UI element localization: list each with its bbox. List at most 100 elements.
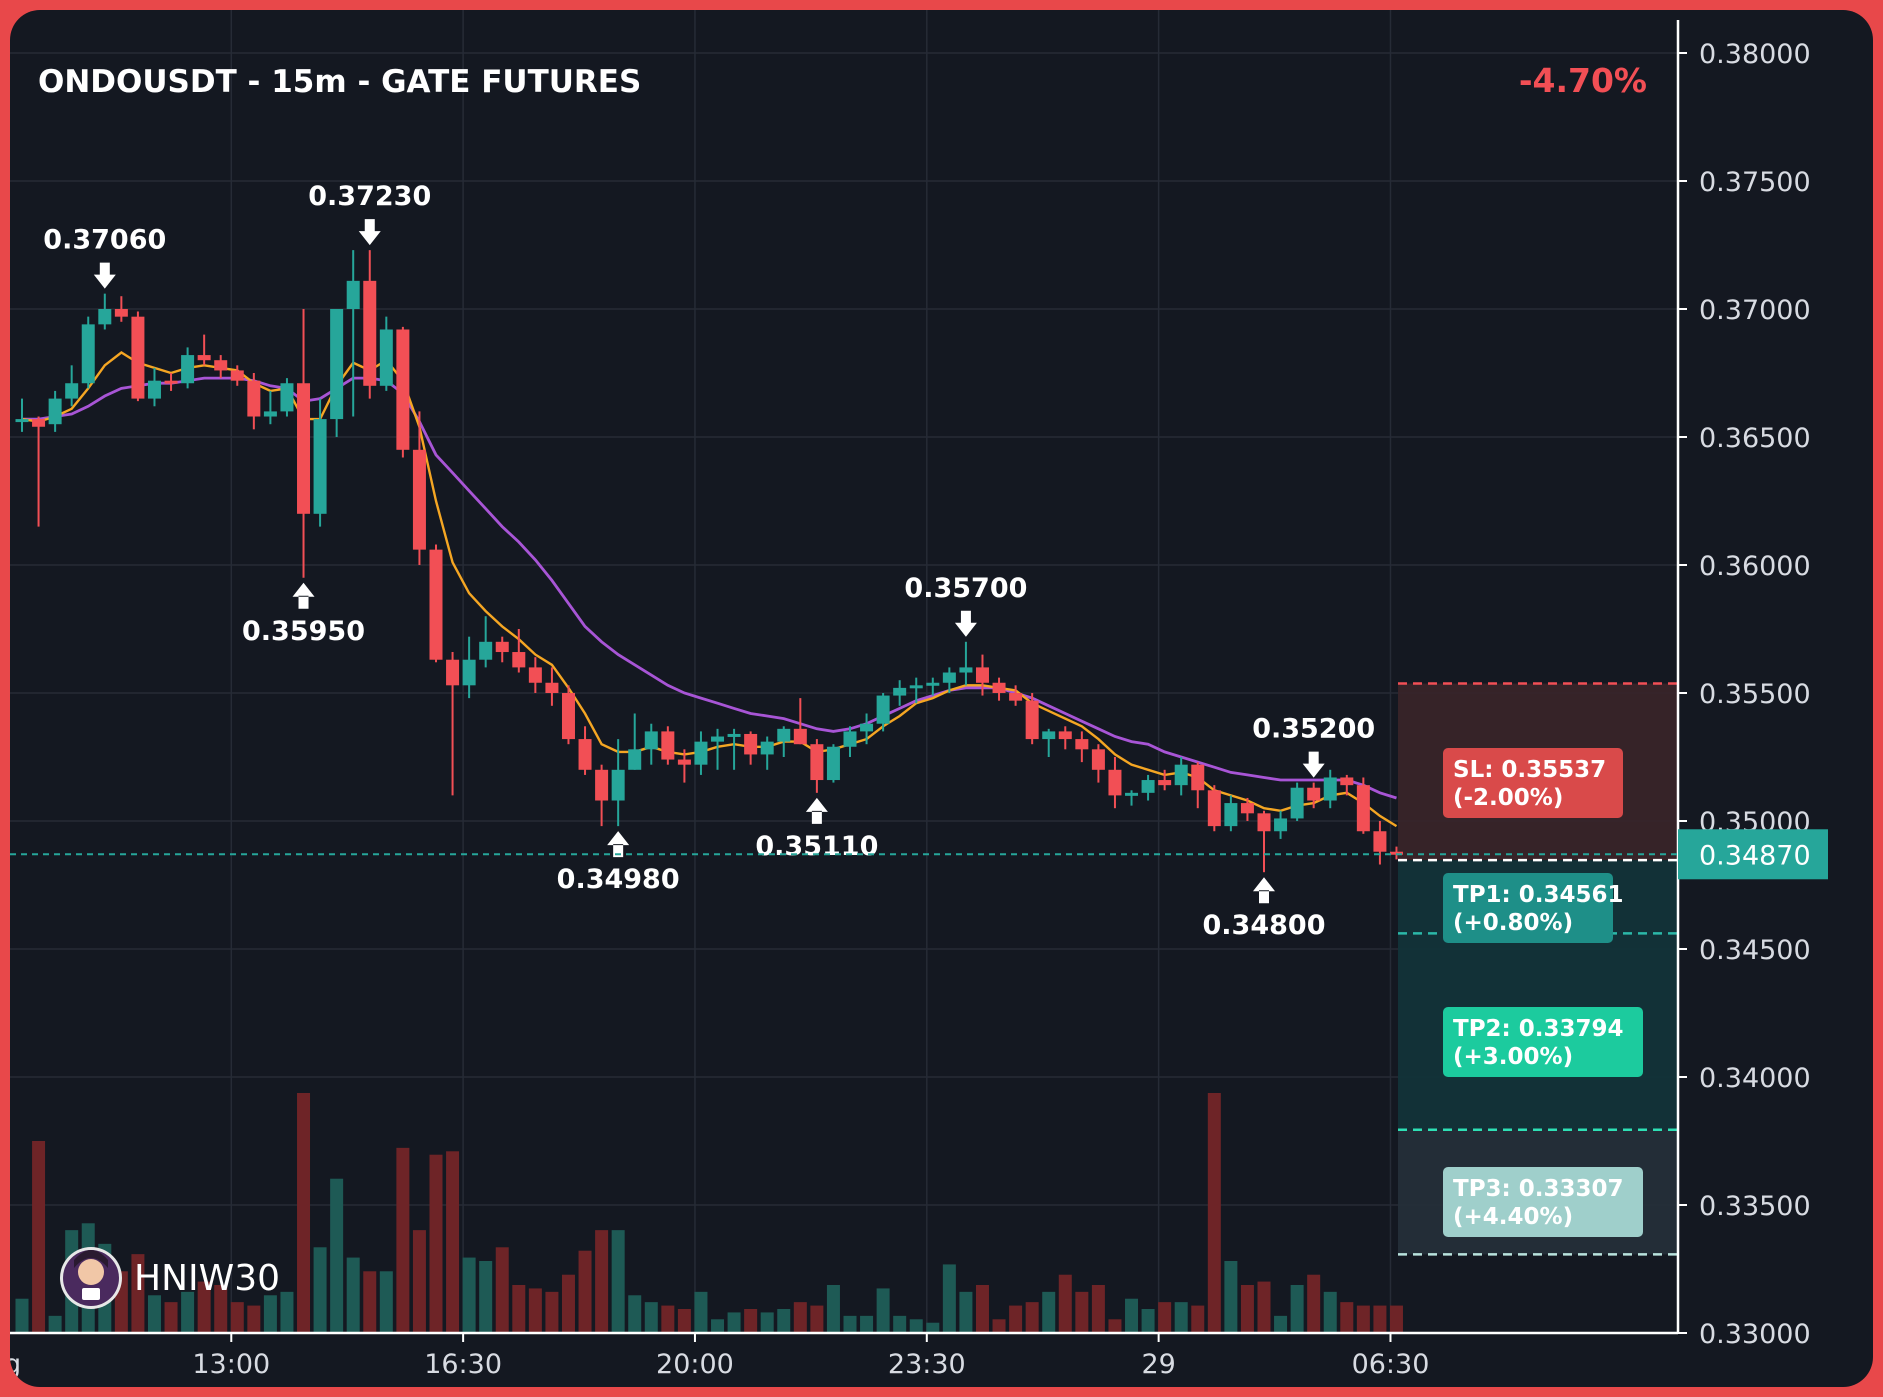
candle-body [1207,790,1221,827]
candle-body [197,355,211,361]
volume-bar [1025,1302,1039,1333]
pivot-arrow-down-icon [93,262,116,289]
chart-title: ONDOUSDT - 15m - GATE FUTURES [38,64,641,100]
candle-body [611,769,625,801]
tp2-label-price: TP2: 0.33794 [1453,1016,1624,1042]
ema-slow-line [22,376,1397,800]
volume-bar [346,1257,360,1333]
volume-bar [297,1093,311,1333]
sl-label-pct: (-2.00%) [1453,785,1563,811]
x-tick-label: 16:30 [424,1349,502,1380]
volume-bar [893,1315,907,1333]
volume-bar [512,1285,526,1333]
chart-frame: 0.37060 0.37230 0.35950 0.34980 0.35110 0.357… [10,10,1873,1387]
candle-body [462,659,476,686]
y-tick-label: 0.37500 [1699,167,1811,198]
volume-bar [1307,1274,1321,1333]
volume-bar [32,1141,46,1333]
x-tick-label: 13:00 [192,1349,270,1380]
candle-body [1290,787,1304,819]
candle-body [860,723,874,732]
candle-body [32,419,46,427]
volume-bar [495,1247,509,1333]
volume-bar [247,1305,261,1333]
tp3-label-price: TP3: 0.33307 [1453,1176,1624,1202]
level-labels: SL: 0.35537(-2.00%) TP1: 0.34561(+0.80%) T… [1443,748,1643,1237]
pivot-arrow-up-icon [292,582,315,609]
candles [15,250,1403,873]
pivot-low-label: 0.34800 [1203,910,1326,941]
volume-bar [677,1309,691,1333]
volume-bar [1108,1319,1122,1333]
tp1-label-pct: (+0.80%) [1453,910,1573,936]
candle-body [363,280,377,386]
candle-body [48,398,62,425]
candle-body [1174,764,1188,786]
candle-body [263,411,277,417]
candle-body [760,741,774,755]
candle-body [65,383,79,399]
candle-body [147,380,161,399]
pivot-low-label: 0.35950 [242,616,365,647]
candle-body [561,693,575,740]
candle-body [1356,785,1370,832]
volume-bar [694,1291,708,1333]
candle-body [479,641,493,660]
y-tick-label: 0.37000 [1699,295,1811,326]
ema-fast-line [21,351,1398,828]
volume-bar [429,1154,443,1333]
volume-bar [396,1147,410,1333]
candle-body [1224,803,1238,827]
candle-body [512,652,526,668]
pivot-arrow-up-icon [1253,877,1275,904]
volume-bar [926,1322,940,1333]
volume-bar [528,1288,542,1333]
x-tick-label: 06:30 [1352,1349,1430,1380]
candle-body [313,419,327,514]
candle-body [15,419,29,423]
tp1-label-box [1443,873,1613,943]
candle-body [1125,792,1139,796]
pivot-high-label: 0.37230 [308,181,431,212]
candle-body [1191,764,1205,791]
volume-bar [412,1230,426,1333]
volume-bar [760,1312,774,1333]
candle-body [181,355,195,384]
candle-body [1307,787,1321,801]
candle-body [578,739,592,770]
candle-body [1141,780,1155,793]
volume-bar [611,1230,625,1333]
candle-body [230,370,244,381]
candle-body [1009,693,1023,701]
candle-body [1274,818,1288,832]
volume-bar [1323,1291,1337,1333]
volume-bar [379,1271,393,1333]
candlestick-chart[interactable]: 0.37060 0.37230 0.35950 0.34980 0.35110 0.357… [10,10,1873,1387]
pivot-arrow-down-icon [1302,751,1325,778]
volume-bar [181,1291,195,1333]
brand-avatar [60,1247,122,1309]
candle-body [595,769,609,801]
volume-bar [992,1319,1006,1333]
volume-bar [230,1302,244,1333]
candle-body [876,695,890,724]
candle-body [214,360,228,371]
candle-body [81,324,95,384]
volume-bar [363,1271,377,1333]
candle-body [1158,780,1172,786]
tp2-label-box [1443,1007,1643,1077]
y-tick-label: 0.33000 [1699,1319,1811,1350]
tp3-label-box [1443,1167,1643,1237]
candle-body [114,309,128,317]
volume-bar [1009,1305,1023,1333]
volume-bar [860,1315,874,1333]
candle-body [744,733,758,755]
volume-bar [909,1319,923,1333]
volume-bar [330,1178,344,1333]
volume-bar [1257,1281,1271,1333]
volume-bar [975,1285,989,1333]
volume-bar [263,1295,277,1333]
pivot-arrow-up-icon [805,797,828,824]
pivot-arrow-down-icon [358,219,381,246]
volume-bar [793,1302,807,1333]
